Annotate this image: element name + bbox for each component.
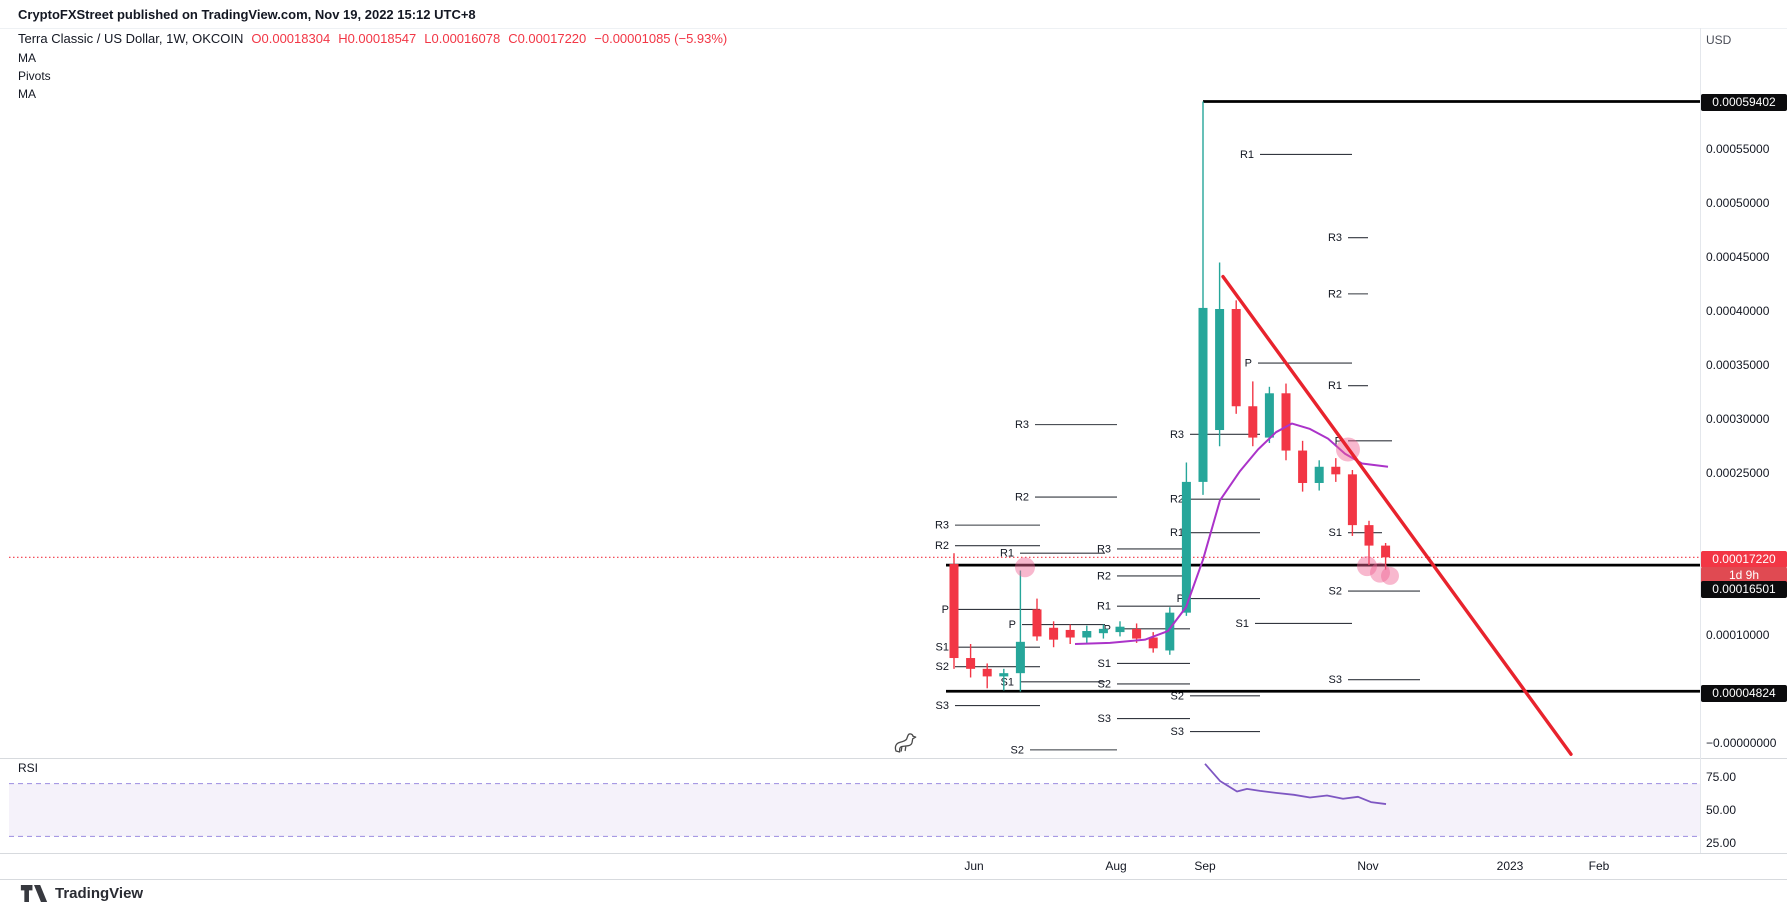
price-tick: 0.00010000 (1706, 628, 1770, 642)
indicator-pivots[interactable]: Pivots (18, 69, 51, 83)
time-tick: Nov (1357, 859, 1379, 873)
time-tick: Jun (964, 859, 984, 873)
key-levels[interactable] (946, 100, 1700, 693)
svg-text:R3: R3 (1170, 429, 1184, 441)
price-badge-black: 0.00059402 (1701, 94, 1787, 111)
symbol-row: Terra Classic / US Dollar, 1W, OKCOIN O0… (18, 31, 727, 51)
svg-text:R3: R3 (1015, 419, 1029, 431)
svg-text:P: P (942, 604, 949, 616)
time-tick: 2023 (1496, 859, 1524, 873)
indicator-ma-1[interactable]: MA (18, 51, 36, 65)
indicator-ma-2[interactable]: MA (18, 87, 36, 101)
svg-text:S3: S3 (1171, 726, 1184, 738)
tradingview-brand-text[interactable]: TradingView (55, 885, 144, 902)
ohlc-low: L0.00016078 (424, 31, 501, 46)
symbol-title[interactable]: Terra Classic / US Dollar, 1W, OKCOIN (18, 31, 244, 46)
rsi-tick: 50.00 (1706, 803, 1737, 817)
descending-trendline[interactable] (1221, 274, 1573, 756)
price-change: −0.00001085 (−5.93%) (594, 31, 728, 46)
svg-text:S3: S3 (936, 700, 949, 712)
time-tick: Sep (1194, 859, 1216, 873)
svg-text:S2: S2 (1171, 690, 1184, 702)
svg-text:R1: R1 (1328, 380, 1342, 392)
pane-separators (0, 28, 1787, 854)
price-tick: 0.00055000 (1706, 142, 1770, 156)
svg-text:R3: R3 (1328, 232, 1342, 244)
footer-bar: TradingView (0, 879, 1787, 907)
svg-text:P: P (1009, 619, 1016, 631)
attribution-bar: CryptoFXStreet published on TradingView.… (18, 7, 476, 22)
svg-text:S3: S3 (1329, 674, 1342, 686)
svg-text:R2: R2 (1328, 288, 1342, 300)
ohlc-open: O0.00018304 (251, 31, 331, 46)
price-badge-black: 0.00016501 (1701, 581, 1787, 598)
svg-text:R1: R1 (1097, 601, 1111, 613)
attribution-text: CryptoFXStreet published on TradingView.… (18, 7, 476, 22)
svg-text:S1: S1 (1098, 658, 1111, 670)
rsi-pane-label[interactable]: RSI (18, 761, 39, 775)
rsi-line (1204, 763, 1387, 805)
dino-doodle-icon (893, 731, 919, 758)
price-tick: 0.00050000 (1706, 196, 1770, 210)
svg-text:R2: R2 (1015, 492, 1029, 504)
svg-text:R1: R1 (1240, 149, 1254, 161)
time-tick: Aug (1105, 859, 1127, 873)
svg-text:P: P (1335, 435, 1342, 447)
price-tick: 0.00025000 (1706, 466, 1770, 480)
price-badge-countdown: 1d 9h (1701, 567, 1787, 584)
price-tick: 0.00035000 (1706, 358, 1770, 372)
price-badge-red: 0.00017220 (1701, 551, 1787, 568)
axis-currency-label: USD (1706, 33, 1732, 47)
svg-text:S2: S2 (1011, 744, 1024, 756)
rsi-tick: 25.00 (1706, 836, 1737, 850)
svg-text:S1: S1 (1329, 527, 1342, 539)
price-tick: 0.00045000 (1706, 250, 1770, 264)
price-tick: 0.00040000 (1706, 304, 1770, 318)
svg-text:P: P (1177, 593, 1184, 605)
chart-legend: Terra Classic / US Dollar, 1W, OKCOIN O0… (18, 31, 727, 105)
svg-text:R2: R2 (935, 540, 949, 552)
svg-text:R3: R3 (935, 520, 949, 532)
price-badge-black: 0.00004824 (1701, 685, 1787, 702)
svg-text:R2: R2 (1097, 570, 1111, 582)
svg-text:S2: S2 (936, 661, 949, 673)
ohlc-close: C0.00017220 (508, 31, 587, 46)
price-tick: −0.00000000 (1706, 736, 1777, 750)
rsi-band (9, 783, 1700, 837)
rsi-tick: 75.00 (1706, 770, 1737, 784)
svg-text:S1: S1 (936, 642, 949, 654)
svg-text:R1: R1 (1000, 548, 1014, 560)
ma-line (1074, 422, 1389, 645)
svg-text:S1: S1 (1001, 676, 1014, 688)
svg-text:S3: S3 (1098, 713, 1111, 725)
svg-text:P: P (1245, 358, 1252, 370)
svg-text:R3: R3 (1097, 543, 1111, 555)
svg-text:R1: R1 (1170, 527, 1184, 539)
svg-text:S2: S2 (1098, 678, 1111, 690)
candlesticks (949, 101, 1391, 692)
ohlc-high: H0.00018547 (338, 31, 417, 46)
price-tick: 0.00030000 (1706, 412, 1770, 426)
svg-text:R2: R2 (1170, 494, 1184, 506)
tradingview-logo-icon[interactable] (20, 885, 48, 902)
svg-text:S2: S2 (1329, 586, 1342, 598)
svg-text:S1: S1 (1236, 618, 1249, 630)
time-tick: Feb (1588, 859, 1610, 873)
